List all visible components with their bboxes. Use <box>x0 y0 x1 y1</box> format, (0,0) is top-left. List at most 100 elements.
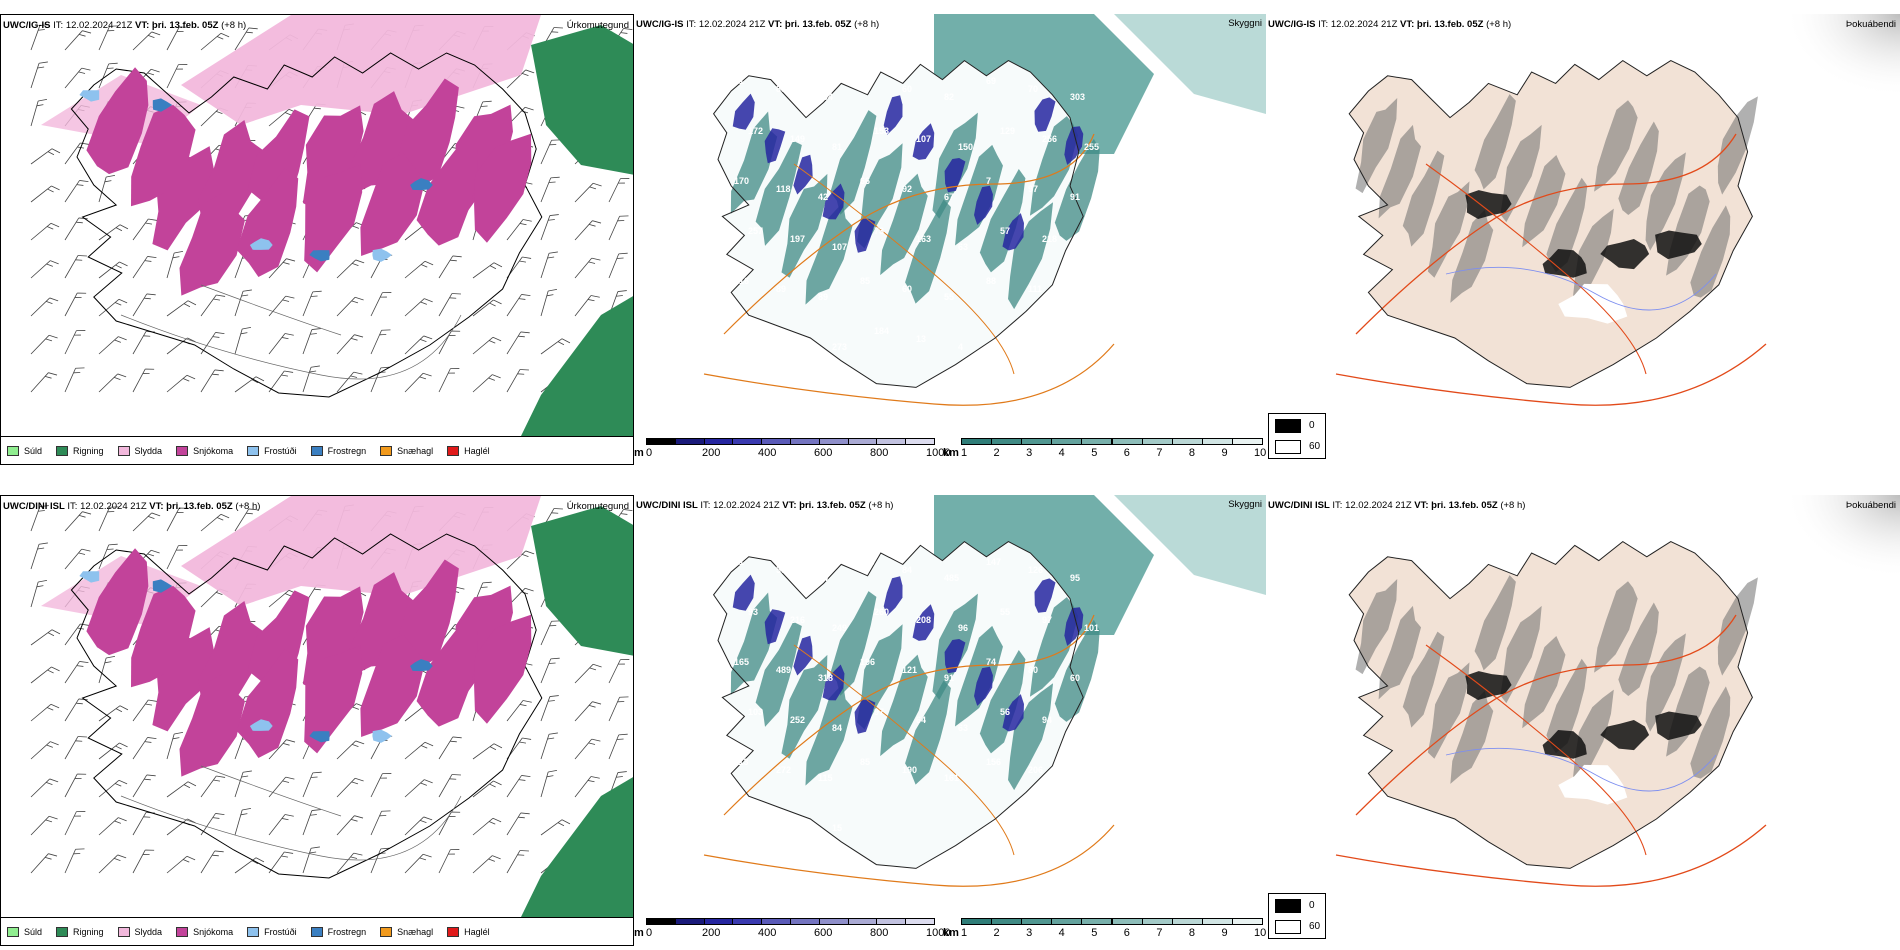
legend-label: Slydda <box>134 445 163 456</box>
wind-barb <box>200 294 226 317</box>
wind-barb <box>540 288 558 317</box>
ceiling-value-label: 89 <box>776 284 786 294</box>
wind-barb-staff <box>132 256 148 279</box>
wind-barb-flag <box>489 302 496 307</box>
wind-barb-flag <box>422 372 432 377</box>
wind-barb-staff <box>166 733 175 760</box>
panel-header: UWC/DINI ISL IT: 12.02.2024 21Z VT: þri.… <box>636 500 894 511</box>
wind-barb-flag <box>75 740 83 742</box>
colorbar-segment <box>761 918 791 925</box>
wind-barb <box>302 809 321 836</box>
wind-barb-flag <box>419 820 427 824</box>
wind-barb-staff <box>540 696 551 722</box>
wind-barb-flag <box>109 25 119 27</box>
ceiling-area <box>1002 213 1024 251</box>
wind-barb-flag <box>176 549 183 551</box>
wind-barb-staff <box>608 734 620 760</box>
wind-barb-flag <box>45 819 53 823</box>
wind-barb-flag <box>37 547 45 550</box>
wind-barb-flag <box>553 508 563 510</box>
wind-barb-flag <box>147 72 155 76</box>
wind-barb-staff <box>234 291 244 317</box>
wind-barb-flag <box>215 592 223 596</box>
legend-label: Snjókoma <box>193 445 234 456</box>
wind-barb-staff <box>64 811 77 836</box>
wind-barb-flag <box>518 816 525 819</box>
wind-barb <box>336 852 363 874</box>
visibility-area <box>905 199 951 304</box>
legend-item: Haglél <box>447 926 490 937</box>
colorbar-segment <box>1231 438 1263 445</box>
wind-barb <box>336 334 364 355</box>
wind-barb-flag <box>77 292 87 294</box>
colorbar-segment <box>732 438 763 445</box>
snow-area <box>179 673 245 777</box>
ceiling-colorbar-bottom: m 0 200 400 600 800 1000 <box>634 918 950 940</box>
wind-barb-staff <box>166 781 189 798</box>
wind-barb-staff <box>30 148 53 165</box>
colorbar-tick-label: 800 <box>870 447 889 459</box>
ceiling-value-label: 190 <box>902 765 917 775</box>
wind-barb-flag <box>488 377 495 381</box>
colorbar-tick-label: 5 <box>1091 447 1098 459</box>
colorbar-unit: m <box>634 447 644 459</box>
ceiling-value-label: 249 <box>832 623 847 633</box>
legend-swatch <box>380 926 393 937</box>
freezing-area <box>309 731 330 743</box>
wind-barb <box>268 776 295 798</box>
wind-barb <box>404 741 434 760</box>
fog-legend-bottom: 0 60 <box>1268 893 1326 939</box>
wind-barb <box>472 817 502 836</box>
wind-barb-flag <box>379 334 387 336</box>
contour-line <box>200 284 342 336</box>
ceiling-value-label: 113 <box>860 557 875 567</box>
wind-barb-staff <box>132 512 152 532</box>
snow-area <box>474 614 532 724</box>
wind-barb <box>200 369 224 393</box>
wind-barb-flag <box>212 817 220 819</box>
wind-barb-flag <box>146 293 156 296</box>
wind-barb-flag <box>492 817 502 823</box>
wind-barb-flag <box>592 701 602 705</box>
fog-shade <box>1522 636 1566 729</box>
wind-barb-flag <box>623 509 633 511</box>
colorbar-unit: km <box>943 927 959 939</box>
wind-barb <box>608 178 630 203</box>
colorbar-segment <box>761 438 791 445</box>
legend-item: Snæhagl <box>380 926 433 937</box>
ceiling-value-label: 42 <box>818 192 828 202</box>
wind-barb-staff <box>30 581 39 608</box>
wind-barb-flag <box>618 733 628 736</box>
ceiling-value-label: 272 <box>776 765 791 775</box>
colorbar-tick-label: 8 <box>1188 447 1195 459</box>
wind-barb-flag <box>145 222 153 225</box>
wind-barb-flag <box>251 379 259 384</box>
fog-shade <box>1427 181 1470 278</box>
visibility-area <box>730 592 778 695</box>
ceiling-value-label: 218 <box>1042 234 1057 244</box>
wind-barb-flag <box>242 289 252 292</box>
wind-barb <box>234 770 252 798</box>
snow-area <box>247 109 310 220</box>
wind-barb-flag <box>51 185 60 191</box>
wind-barb-staff <box>404 298 425 317</box>
wind-barb <box>472 262 503 279</box>
wind-barb-flag <box>186 374 196 380</box>
colorbar-segment <box>847 918 878 925</box>
wind-barb-flag <box>144 260 152 262</box>
colorbar-segment <box>1051 918 1083 925</box>
wind-barb-flag <box>616 295 623 297</box>
legend-swatch <box>56 445 69 456</box>
wind-barb <box>404 853 432 874</box>
wind-barb-flag <box>380 366 390 369</box>
ceiling-area <box>1034 97 1056 132</box>
wind-barb-flag <box>75 848 85 850</box>
wind-barb-flag <box>480 586 488 588</box>
wind-barb <box>64 67 91 89</box>
cloud-map: 81 83 104 327 60 82 69 70 303 172 149 81 153 107 150 12… <box>703 14 1266 406</box>
wind-barb-staff <box>336 740 356 760</box>
wind-barb-flag <box>212 336 220 338</box>
wind-barb <box>200 850 224 874</box>
colorbar-segment <box>1201 438 1233 445</box>
panel-title: Þokuábendi <box>1845 500 1896 511</box>
